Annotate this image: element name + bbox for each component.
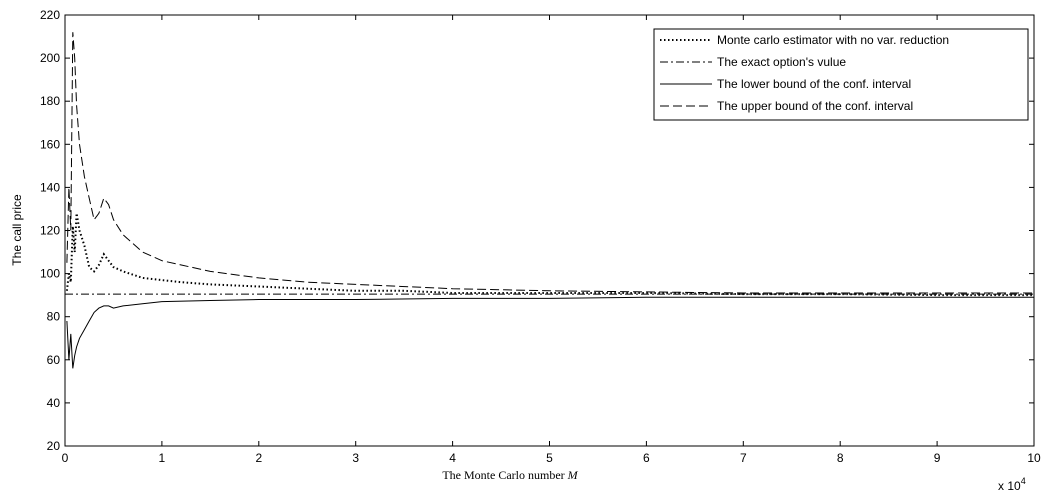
y-tick-label: 220	[40, 8, 60, 22]
legend: Monte carlo estimator with no var. reduc…	[653, 28, 1029, 121]
y-tick-label: 120	[40, 224, 60, 238]
y-tick-label: 180	[40, 94, 60, 108]
x-tick-label: 5	[546, 451, 553, 465]
legend-label: The exact option's vulue	[717, 55, 846, 69]
x-tick-label: 9	[934, 451, 941, 465]
y-tick-label: 20	[47, 439, 61, 453]
legend-label: The lower bound of the conf. interval	[717, 77, 911, 91]
y-tick-label: 160	[40, 137, 60, 151]
x-tick-label: 4	[449, 451, 456, 465]
y-axis-label: The call price	[10, 194, 24, 266]
axis-ticks: 0 1 2 3 4 5 6 7 8 9 10 20 40 60 80 100 120 140 160 180 200 22…	[40, 8, 1041, 465]
x-tick-label: 3	[352, 451, 359, 465]
y-tick-label: 80	[47, 310, 61, 324]
x-tick-label: 10	[1027, 451, 1041, 465]
x-tick-label: 6	[643, 451, 650, 465]
series-line-dashed	[66, 32, 1034, 294]
x-tick-label: 2	[255, 451, 262, 465]
legend-label: The upper bound of the conf. interval	[717, 99, 913, 113]
y-tick-label: 100	[40, 267, 60, 281]
y-tick-label: 200	[40, 51, 60, 65]
series-line-solid	[66, 296, 1034, 369]
y-tick-label: 60	[47, 353, 61, 367]
legend-box	[653, 28, 1029, 121]
x-tick-label: 7	[740, 451, 747, 465]
y-tick-label: 140	[40, 180, 60, 194]
series-line-dotted	[65, 213, 1034, 297]
series-lines	[65, 32, 1034, 369]
x-axis-multiplier: x 104	[998, 476, 1026, 493]
x-tick-label: 8	[837, 451, 844, 465]
x-axis-label: The Monte Carlo number M	[442, 468, 578, 482]
x-tick-label: 0	[62, 451, 69, 465]
x-tick-label: 1	[159, 451, 166, 465]
legend-label: Monte carlo estimator with no var. reduc…	[717, 33, 949, 47]
y-tick-label: 40	[47, 396, 61, 410]
